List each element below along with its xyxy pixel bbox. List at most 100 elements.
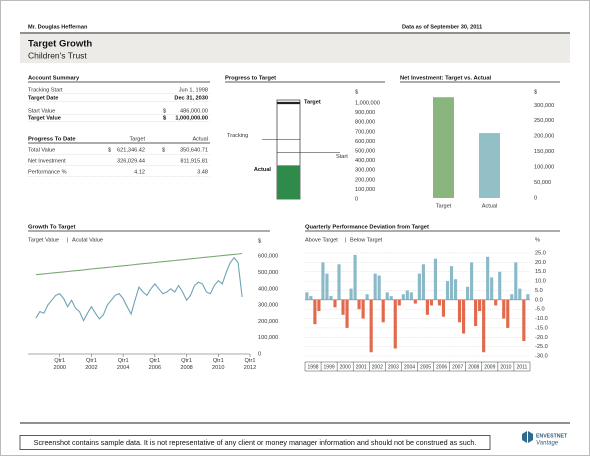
row-value: 486,000.00 bbox=[180, 108, 208, 114]
marker-label: Actual bbox=[254, 167, 272, 173]
title-band bbox=[20, 34, 570, 63]
legend-separator: | bbox=[345, 237, 346, 243]
y-tick-label: 250,000 bbox=[534, 118, 554, 124]
row-label: Performance % bbox=[28, 169, 67, 175]
section-title: Account Summary bbox=[28, 76, 80, 82]
target-value: 4.12 bbox=[134, 169, 145, 175]
deviation-bar bbox=[457, 299, 462, 323]
x-tick-label: Qtr1 2008 bbox=[180, 358, 192, 371]
deviation-bar bbox=[437, 299, 442, 306]
y-tick-label: 300,000 bbox=[258, 303, 278, 309]
deviation-bar bbox=[478, 299, 482, 312]
y-tick-label: 10.0 bbox=[535, 279, 546, 285]
row-label: Net Investment bbox=[28, 158, 66, 164]
y-tick-label: 15.0 bbox=[535, 269, 546, 275]
deviation-bar bbox=[441, 299, 446, 317]
y-tick-label: 0.0 bbox=[535, 297, 543, 303]
section-title: Growth To Target bbox=[28, 225, 76, 231]
deviation-bar bbox=[490, 277, 494, 300]
x-tick-label: 1999 bbox=[324, 364, 335, 370]
axis-unit: $ bbox=[534, 89, 538, 95]
deviation-bar bbox=[377, 275, 381, 300]
deviation-bar bbox=[498, 271, 502, 300]
y-tick-label: 20.0 bbox=[535, 260, 546, 266]
deviation-bar bbox=[526, 294, 530, 300]
currency: $ bbox=[163, 108, 167, 114]
deviation-bar bbox=[482, 299, 486, 353]
deviation-bar bbox=[337, 264, 341, 300]
deviation-bar bbox=[425, 299, 429, 315]
product-name: Vantage bbox=[536, 441, 559, 447]
deviation-bar bbox=[470, 262, 474, 300]
y-tick-label: 1,000,000 bbox=[355, 100, 380, 106]
target-value: 621,346.42 bbox=[117, 147, 145, 153]
report-title: Target Growth bbox=[28, 39, 92, 50]
deviation-bar bbox=[397, 299, 401, 306]
x-tick-label: Qtr1 2010 bbox=[212, 358, 224, 371]
y-tick-label: 900,000 bbox=[355, 110, 375, 116]
x-tick-label: 2010 bbox=[500, 364, 511, 370]
deviation-bar bbox=[353, 254, 357, 300]
x-tick-label: 2009 bbox=[484, 364, 495, 370]
x-tick-label: Qtr1 2002 bbox=[85, 358, 97, 371]
section-title: Quarterly Performance Deviation from Tar… bbox=[305, 225, 429, 231]
deviation-bar bbox=[522, 299, 526, 342]
deviation-bar bbox=[433, 258, 438, 300]
deviation-bar bbox=[361, 299, 365, 319]
series-line bbox=[35, 252, 243, 276]
y-tick-label: 100,000 bbox=[534, 165, 554, 171]
x-tick-label: 2008 bbox=[468, 364, 479, 370]
x-tick-label: Qtr1 2006 bbox=[149, 358, 161, 371]
y-tick-label: -15.0 bbox=[535, 325, 548, 331]
y-tick-label: -25.0 bbox=[535, 344, 548, 350]
deviation-bar bbox=[474, 299, 478, 327]
legend-entry: Acutal Value bbox=[72, 237, 103, 243]
actual-value: 350,640.71 bbox=[180, 147, 208, 153]
y-tick-label: 50,000 bbox=[534, 180, 551, 186]
x-tick-label: Qtr1 2004 bbox=[117, 358, 129, 371]
x-tick-label: 2005 bbox=[420, 364, 431, 370]
x-tick-label: Actual bbox=[482, 203, 498, 209]
y-tick-label: 200,000 bbox=[355, 177, 375, 183]
deviation-bar bbox=[506, 299, 510, 328]
deviation-bar bbox=[401, 294, 405, 300]
x-tick-label: 2001 bbox=[356, 364, 367, 370]
row-value: Dec 31, 2030 bbox=[174, 95, 208, 101]
deviation-bar bbox=[494, 299, 498, 306]
actual-value: 811,915.81 bbox=[180, 158, 208, 164]
client-name: Mr. Douglas Heffernan bbox=[28, 24, 88, 30]
bar bbox=[479, 133, 500, 198]
deviation-bar bbox=[329, 296, 333, 300]
currency: $ bbox=[163, 115, 167, 121]
deviation-bar bbox=[309, 296, 313, 300]
deviation-bar bbox=[453, 279, 458, 300]
deviation-bar bbox=[317, 299, 321, 312]
deviation-bar bbox=[325, 273, 329, 300]
deviation-bar bbox=[313, 299, 317, 325]
deviation-bar bbox=[417, 273, 421, 300]
y-tick-label: 0 bbox=[355, 196, 358, 202]
deviation-bar bbox=[466, 286, 470, 300]
deviation-bar bbox=[429, 299, 433, 306]
marker-label: Start bbox=[336, 154, 348, 160]
y-tick-label: 100,000 bbox=[258, 335, 278, 341]
x-tick-label: 2007 bbox=[452, 364, 463, 370]
deviation-bar bbox=[510, 294, 514, 300]
y-tick-label: 400,000 bbox=[258, 286, 278, 292]
section-title: Progress to Target bbox=[225, 76, 276, 82]
y-tick-label: 600,000 bbox=[258, 254, 278, 260]
column-header: Actual bbox=[192, 136, 208, 142]
row-label: Target Date bbox=[28, 95, 58, 101]
section-title: Net Investment: Target vs. Actual bbox=[400, 76, 492, 82]
deviation-bar bbox=[389, 296, 393, 300]
row-value: 1,000,000.00 bbox=[175, 115, 208, 121]
legend-entry: Above Target bbox=[305, 237, 338, 243]
deviation-bar bbox=[305, 292, 309, 300]
deviation-bar bbox=[349, 288, 353, 300]
deviation-bar bbox=[393, 299, 397, 349]
marker-label: Tracking bbox=[227, 133, 248, 139]
x-tick-label: Target bbox=[436, 203, 452, 209]
x-tick-label: 2002 bbox=[372, 364, 383, 370]
